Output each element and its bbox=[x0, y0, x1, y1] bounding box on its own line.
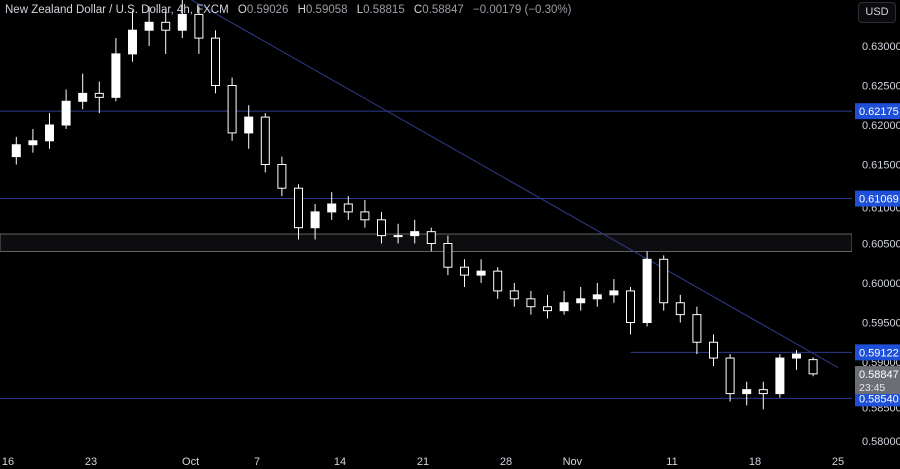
time-tick-label: 7 bbox=[254, 456, 260, 468]
price-tick-label: 0.59500 bbox=[862, 318, 900, 330]
candle-body bbox=[576, 298, 586, 304]
candle-body bbox=[443, 243, 453, 268]
price-tick-label: 0.60000 bbox=[862, 278, 900, 290]
candle-body bbox=[310, 211, 320, 229]
candle-body bbox=[227, 85, 237, 134]
candle-body bbox=[111, 53, 121, 98]
time-tick-label: Nov bbox=[563, 456, 583, 468]
time-tick-label: 16 bbox=[2, 456, 14, 468]
close-label: C bbox=[413, 4, 423, 16]
time-tick-label: 21 bbox=[417, 456, 429, 468]
candle-body bbox=[177, 13, 187, 31]
candle-body bbox=[493, 270, 503, 292]
candle-body bbox=[808, 359, 818, 375]
level-price-label-bg bbox=[855, 344, 900, 361]
candle-body bbox=[78, 92, 88, 102]
level-price-label: 0.61069 bbox=[859, 194, 899, 206]
candle-body bbox=[28, 140, 38, 146]
change-value: −0.00179 (−0.30%) bbox=[473, 4, 572, 16]
candle-body bbox=[294, 187, 303, 229]
close-value: 0.58847 bbox=[422, 4, 464, 16]
candle-body bbox=[161, 21, 171, 31]
candle-body bbox=[725, 357, 735, 395]
candle-body bbox=[360, 211, 370, 221]
time-tick-label: 25 bbox=[832, 456, 844, 468]
candle-body bbox=[476, 270, 486, 276]
price-tick-label: 0.63000 bbox=[862, 41, 900, 53]
low-label: L bbox=[356, 4, 364, 16]
candle-body bbox=[659, 258, 669, 304]
candle-body bbox=[277, 164, 287, 189]
candle-body bbox=[758, 389, 768, 395]
candle-body bbox=[509, 290, 519, 300]
candle-body bbox=[61, 100, 71, 126]
symbol-title: New Zealand Dollar / U.S. Dollar, 4h, FX… bbox=[5, 4, 229, 16]
candle-body bbox=[460, 266, 469, 276]
candle-body bbox=[45, 124, 54, 142]
price-tick-label: 0.61500 bbox=[862, 160, 900, 172]
time-tick-label: 23 bbox=[85, 456, 97, 468]
time-tick-label: 18 bbox=[749, 456, 761, 468]
level-price-label: 0.59122 bbox=[859, 347, 899, 359]
candle-body bbox=[144, 21, 154, 31]
level-price-label-bg bbox=[855, 103, 900, 120]
time-tick-label: Oct bbox=[182, 456, 199, 468]
price-tick-label: 0.58000 bbox=[862, 436, 900, 448]
time-tick-label: 11 bbox=[666, 456, 677, 468]
candle-body bbox=[642, 258, 652, 323]
open-label: O bbox=[237, 4, 247, 16]
candle-body bbox=[626, 290, 635, 323]
symbol-legend: New Zealand Dollar / U.S. Dollar, 4h, FX… bbox=[5, 4, 571, 16]
level-price-label: 0.62175 bbox=[859, 106, 899, 118]
candle-body bbox=[792, 353, 801, 359]
candle-body bbox=[410, 231, 420, 237]
candle-body bbox=[526, 298, 536, 308]
candle-body bbox=[543, 306, 552, 312]
high-label: H bbox=[297, 4, 306, 16]
candle-body bbox=[128, 29, 137, 55]
price-tick-label: 0.62500 bbox=[862, 81, 900, 93]
candle-body bbox=[675, 302, 685, 316]
candle-body bbox=[327, 203, 337, 213]
level-price-label-bg bbox=[855, 190, 900, 207]
time-tick-label: 14 bbox=[334, 456, 346, 468]
candle-body bbox=[343, 203, 353, 213]
candle-body bbox=[94, 92, 104, 98]
candle-body bbox=[775, 357, 785, 395]
time-axis bbox=[0, 452, 900, 469]
candle-body bbox=[393, 235, 403, 238]
candle-body bbox=[426, 231, 436, 244]
open-value: 0.59026 bbox=[246, 4, 289, 16]
trendline bbox=[190, 0, 839, 368]
candle-body bbox=[559, 302, 569, 312]
candle-countdown: 23:45 bbox=[859, 382, 885, 394]
low-value: 0.58815 bbox=[363, 4, 405, 16]
candle-body bbox=[592, 294, 602, 300]
currency-button[interactable]: USD bbox=[858, 2, 896, 23]
support-resistance-zone bbox=[0, 233, 853, 252]
time-tick-label: 28 bbox=[500, 456, 512, 468]
price-tick-label: 0.60500 bbox=[862, 239, 900, 251]
current-price-label-bg bbox=[855, 366, 900, 395]
candle-body bbox=[377, 219, 386, 237]
candle-body bbox=[244, 116, 254, 134]
level-price-label: 0.58540 bbox=[859, 393, 899, 405]
price-tick-label: 0.62000 bbox=[862, 120, 900, 132]
candle-body bbox=[11, 144, 21, 158]
candle-body bbox=[260, 116, 270, 165]
candle-body bbox=[709, 341, 718, 359]
level-price-label-bg bbox=[855, 390, 900, 407]
candle-body bbox=[742, 389, 752, 395]
high-value: 0.59058 bbox=[305, 4, 348, 16]
candle-body bbox=[609, 290, 619, 296]
candle-body bbox=[692, 314, 702, 343]
candle-body bbox=[211, 37, 220, 86]
current-price-label: 0.58847 bbox=[859, 369, 899, 381]
candle-body bbox=[194, 13, 204, 39]
